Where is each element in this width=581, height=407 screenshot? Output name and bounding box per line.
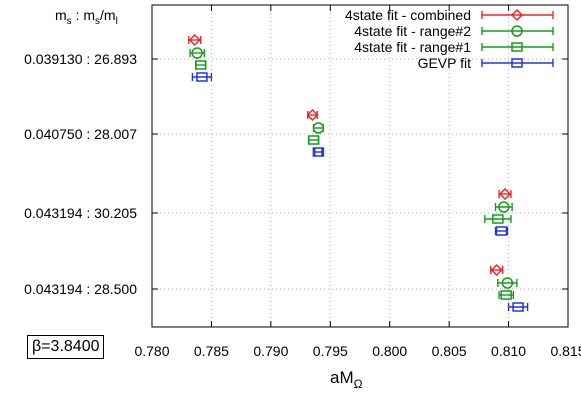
y-tick-label: 0.039130 : 26.893 (24, 51, 137, 67)
data-point (306, 108, 319, 122)
grid (152, 5, 568, 327)
legend-label: GEVP fit (418, 55, 472, 71)
data-marks (188, 33, 529, 312)
data-point (492, 214, 504, 224)
data-point (512, 302, 524, 312)
data-point (501, 277, 514, 289)
x-tick-label: 0.805 (432, 343, 467, 359)
legend-label: 4state fit - range#1 (354, 39, 471, 55)
data-point (500, 290, 512, 300)
data-point (312, 147, 325, 157)
plot-frame (151, 4, 569, 328)
y-tick-label: 0.043194 : 28.500 (24, 281, 137, 297)
series-3 (191, 72, 529, 312)
legend-label: 4state fit - range#2 (354, 23, 471, 39)
x-tick-label: 0.785 (194, 343, 229, 359)
y-tick-label: 0.040750 : 28.007 (24, 126, 137, 142)
x-tick-label: 0.780 (134, 343, 169, 359)
legend-label: 4state fit - combined (345, 7, 471, 23)
series-1 (189, 47, 518, 289)
data-point (312, 122, 325, 134)
x-axis-ticks: 0.780 0.785 0.790 0.795 0.800 0.805 0.810 0.815 (134, 5, 581, 359)
x-tick-label: 0.795 (313, 343, 348, 359)
data-point (498, 201, 510, 213)
y-axis-label: ms : ms/ml (55, 7, 118, 27)
legend-marker (510, 8, 524, 22)
legend-marker (511, 58, 523, 68)
x-tick-label: 0.815 (550, 343, 581, 359)
data-point (188, 33, 201, 47)
data-point (191, 47, 203, 59)
series-0 (188, 33, 512, 277)
legend-marker (511, 25, 523, 37)
data-point (498, 187, 512, 201)
x-tick-label: 0.810 (491, 343, 526, 359)
data-point (490, 263, 503, 277)
series-2 (194, 60, 515, 300)
y-tick-label: 0.043194 : 30.205 (24, 205, 137, 221)
beta-annotation: β=3.8400 (27, 335, 105, 359)
x-axis-label: aMΩ (330, 368, 363, 391)
data-point (194, 60, 207, 70)
data-point (307, 135, 320, 145)
legend-marker (511, 42, 523, 52)
data-point (495, 226, 508, 236)
x-tick-label: 0.790 (253, 343, 288, 359)
y-axis-ticks: 0.039130 : 26.893 0.040750 : 28.007 0.0431… (24, 51, 568, 297)
x-tick-label: 0.800 (372, 343, 407, 359)
data-point (196, 72, 208, 82)
